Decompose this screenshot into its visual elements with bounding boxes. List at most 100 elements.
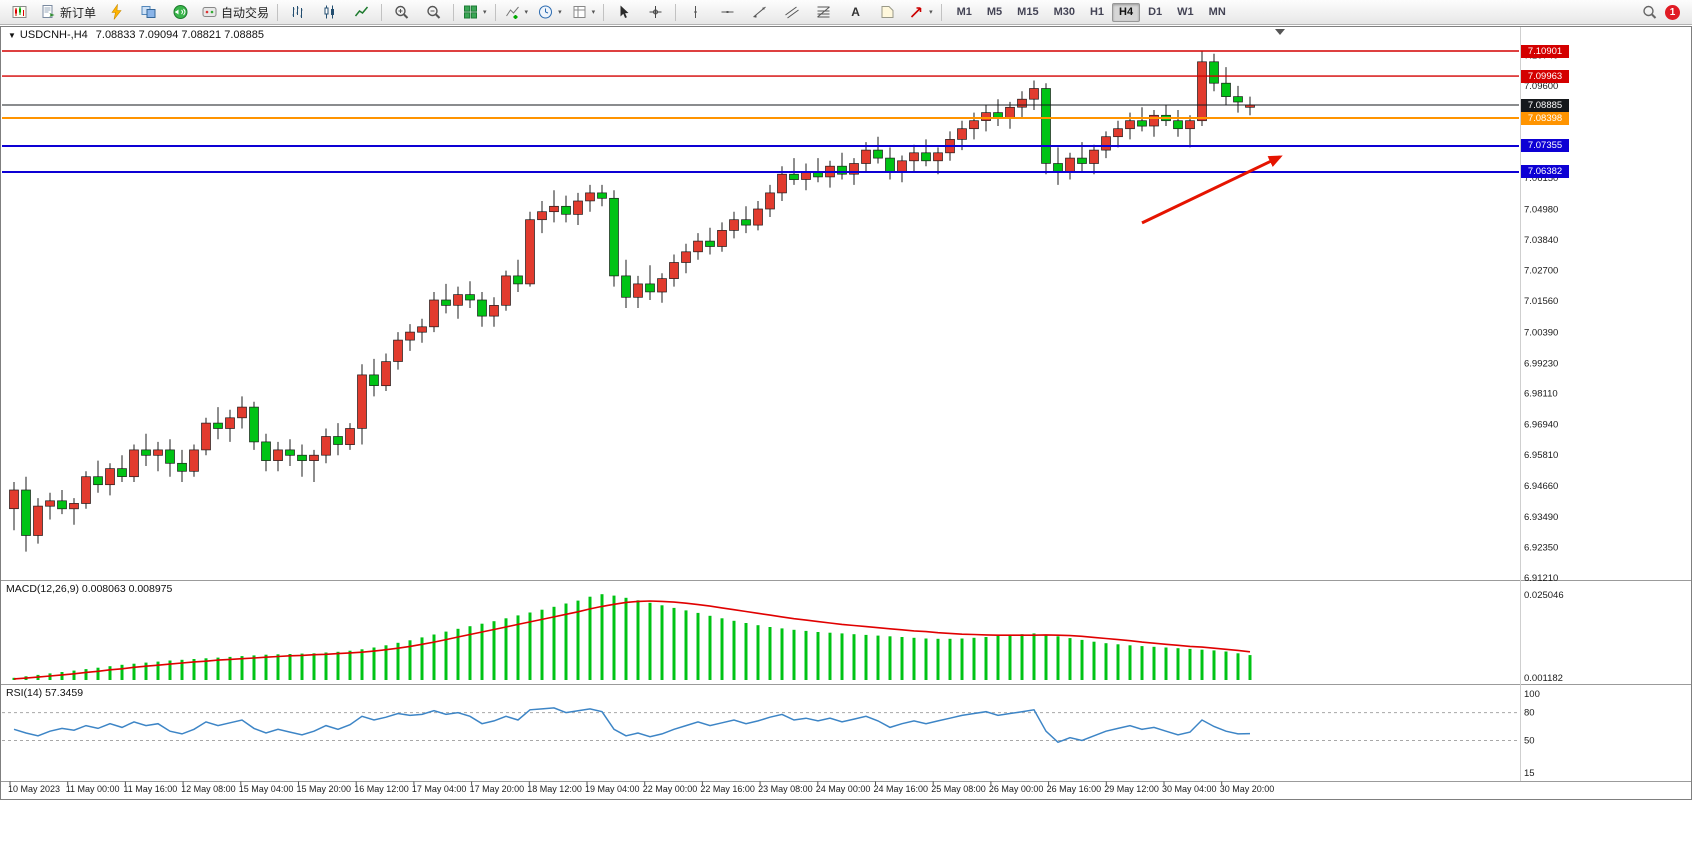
profiles-button[interactable]: [133, 1, 164, 24]
symbol-marker-icon: ▼: [8, 31, 16, 40]
svg-text:6.98110: 6.98110: [1524, 388, 1558, 399]
toolbar-separator: [675, 3, 677, 21]
zoom-in-button[interactable]: [386, 1, 417, 24]
toolbar-separator: [453, 3, 455, 21]
trendline-icon: [753, 6, 766, 18]
trend-arrow-annotation[interactable]: [1141, 155, 1283, 225]
trendline-button[interactable]: [744, 1, 775, 24]
horizontal-line-button[interactable]: [712, 1, 743, 24]
chevron-down-icon: ▾: [591, 9, 596, 16]
candlestick-series: [9, 51, 1255, 552]
main-toolbar: 新订单 自动交易 ▾ ▾ ▾ ▾: [0, 0, 1692, 25]
indicators-icon: [505, 6, 519, 19]
search-icon[interactable]: [1641, 4, 1658, 20]
toolbar-separator: [277, 3, 279, 21]
price-label-7.10901: 7.10901: [1521, 44, 1569, 58]
rsi-line: [13, 707, 1251, 744]
timeframe-mn[interactable]: MN: [1208, 5, 1226, 18]
arrow-tool-icon: [911, 7, 922, 18]
candlestick-chart-button[interactable]: [314, 1, 345, 24]
svg-text:25 May 08:00: 25 May 08:00: [931, 784, 986, 794]
chart-symbol-period: USDCNH-,H4: [19, 29, 88, 41]
timeframe-m15[interactable]: M15: [1017, 5, 1039, 18]
timeframe-m1[interactable]: M1: [956, 5, 972, 18]
alerts-button[interactable]: [165, 1, 196, 24]
toolbar-separator: [603, 3, 605, 21]
notification-badge[interactable]: 1: [1665, 4, 1680, 20]
svg-text:0.001182: 0.001182: [1524, 673, 1563, 684]
new-chart-button[interactable]: [4, 1, 35, 24]
svg-text:6.96940: 6.96940: [1524, 420, 1558, 431]
chart-frame: [0, 26, 1692, 800]
svg-text:6.99230: 6.99230: [1524, 358, 1558, 369]
arrows-tool-button[interactable]: ▾: [904, 1, 937, 24]
text-tool-icon: A: [851, 5, 860, 19]
timeframe-h4[interactable]: H4: [1112, 2, 1141, 22]
candlestick-chart-icon: [324, 5, 335, 19]
bar-chart-button[interactable]: [282, 1, 313, 24]
vertical-line-button[interactable]: [680, 1, 711, 24]
macd-indicator-label: MACD(12,26,9) 0.008063 0.008975: [6, 583, 173, 595]
svg-text:30 May 04:00: 30 May 04:00: [1162, 784, 1217, 794]
templates-icon: [573, 6, 586, 18]
text-tool-button[interactable]: A: [840, 1, 871, 24]
svg-text:0.025046: 0.025046: [1524, 590, 1564, 601]
timeframe-toolbar: M1 M5 M15 M30 H1 H4 D1 W1 MN: [950, 2, 1233, 22]
svg-text:22 May 00:00: 22 May 00:00: [643, 784, 698, 794]
indicators-button[interactable]: ▾: [500, 1, 533, 24]
crosshair-button[interactable]: [640, 1, 671, 24]
cursor-button[interactable]: [608, 1, 639, 24]
svg-text:12 May 08:00: 12 May 08:00: [181, 784, 236, 794]
chart-icon: [12, 6, 27, 18]
price-label-7.09963: 7.09963: [1521, 69, 1569, 83]
channel-icon: [785, 6, 799, 19]
toolbar-separator: [494, 3, 496, 21]
zoom-in-icon: [395, 5, 409, 19]
svg-text:6.93490: 6.93490: [1524, 512, 1558, 523]
price-label-7.08398: 7.08398: [1521, 111, 1569, 125]
time-axis[interactable]: [0, 782, 1520, 799]
vertical-line-icon: [694, 6, 697, 18]
svg-text:23 May 08:00: 23 May 08:00: [758, 784, 813, 794]
svg-text:7.04980: 7.04980: [1524, 205, 1558, 216]
channel-button[interactable]: [776, 1, 807, 24]
svg-text:30 May 20:00: 30 May 20:00: [1220, 784, 1275, 794]
bar-chart-icon: [292, 6, 303, 18]
svg-text:16 May 12:00: 16 May 12:00: [354, 784, 409, 794]
svg-text:17 May 04:00: 17 May 04:00: [412, 784, 467, 794]
price-label-7.06382: 7.06382: [1521, 165, 1569, 179]
templates-button[interactable]: ▾: [567, 1, 600, 24]
horizontal-line-icon: [721, 11, 734, 13]
fibonacci-button[interactable]: [808, 1, 839, 24]
chart-shift-marker[interactable]: [1275, 29, 1285, 35]
svg-text:6.94660: 6.94660: [1524, 481, 1558, 492]
chevron-down-icon: ▾: [483, 9, 487, 16]
label-tool-button[interactable]: [872, 1, 903, 24]
svg-text:6.95810: 6.95810: [1524, 450, 1558, 461]
zoom-out-button[interactable]: [418, 1, 449, 24]
svg-text:100: 100: [1524, 689, 1540, 700]
new-order-icon: [42, 5, 55, 18]
fibonacci-icon: [817, 6, 830, 18]
timeframe-m30[interactable]: M30: [1053, 5, 1075, 18]
tile-windows-icon: [464, 5, 478, 19]
timeframe-m5[interactable]: M5: [986, 5, 1003, 18]
svg-text:24 May 16:00: 24 May 16:00: [874, 784, 929, 794]
svg-text:7.06150: 7.06150: [1524, 173, 1558, 184]
svg-text:26 May 00:00: 26 May 00:00: [989, 784, 1044, 794]
line-chart-button[interactable]: [346, 1, 377, 24]
price-label-7.07355: 7.07355: [1521, 139, 1569, 153]
zoom-out-icon: [427, 5, 441, 19]
periods-button[interactable]: ▾: [533, 1, 566, 24]
tile-windows-button[interactable]: ▾: [458, 1, 491, 24]
timeframe-w1[interactable]: W1: [1177, 5, 1194, 18]
timeframe-h1[interactable]: H1: [1089, 5, 1105, 18]
svg-text:7.09600: 7.09600: [1524, 81, 1558, 92]
svg-text:7.00390: 7.00390: [1524, 327, 1558, 338]
timeframe-d1[interactable]: D1: [1148, 5, 1163, 18]
chart-title-bar: ▼ USDCNH-,H4 7.08833 7.09094 7.08821 7.088…: [8, 29, 264, 41]
autotrading-button[interactable]: 自动交易: [197, 1, 273, 24]
new-order-button[interactable]: 新订单: [36, 1, 100, 24]
metaeditor-button[interactable]: [101, 1, 132, 24]
